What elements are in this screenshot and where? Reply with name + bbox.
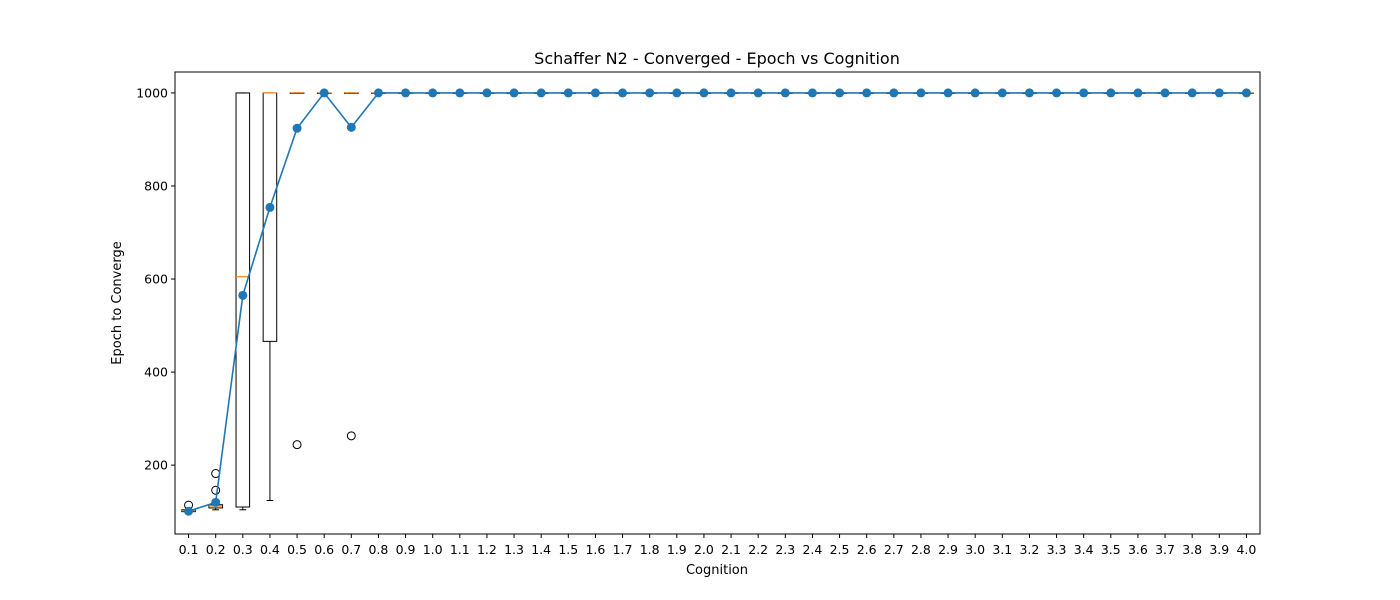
mean-point — [1187, 88, 1197, 98]
mean-point — [835, 88, 845, 98]
mean-point — [672, 88, 682, 98]
mean-point — [1160, 88, 1170, 98]
x-tick-label: 2.8 — [911, 542, 931, 557]
mean-point — [753, 88, 763, 98]
mean-point — [536, 88, 546, 98]
x-tick-label: 0.4 — [260, 542, 280, 557]
mean-point — [265, 202, 275, 212]
box — [235, 92, 251, 508]
x-tick-label: 2.9 — [938, 542, 958, 557]
x-tick-label: 3.1 — [992, 542, 1012, 557]
x-tick-label: 2.1 — [721, 542, 741, 557]
mean-point — [1133, 88, 1143, 98]
y-axis-label: Epoch to Converge — [110, 241, 125, 364]
mean-line — [188, 91, 1247, 512]
mean-point — [997, 88, 1007, 98]
outlier-point — [211, 485, 221, 495]
mean-point — [184, 506, 194, 516]
mean-point — [455, 88, 465, 98]
mean-point — [916, 88, 926, 98]
mean-point — [346, 122, 356, 132]
mean-point — [482, 88, 492, 98]
mean-point — [807, 88, 817, 98]
chart-title: Schaffer N2 - Converged - Epoch vs Cogni… — [534, 49, 900, 68]
mean-point — [1079, 88, 1089, 98]
mean-point — [1106, 88, 1116, 98]
outlier-point — [292, 440, 302, 450]
box — [262, 92, 278, 342]
x-tick-label: 1.6 — [585, 542, 605, 557]
mean-point — [1052, 88, 1062, 98]
x-tick-label: 3.3 — [1047, 542, 1067, 557]
mean-point — [211, 497, 221, 507]
x-tick-label: 1.5 — [558, 542, 578, 557]
mean-point — [373, 88, 383, 98]
x-tick-label: 3.0 — [965, 542, 985, 557]
x-tick-label: 2.7 — [884, 542, 904, 557]
mean-point — [889, 88, 899, 98]
x-tick-label: 1.8 — [640, 542, 660, 557]
x-tick-label: 1.0 — [423, 542, 443, 557]
outlier-point — [346, 431, 356, 441]
x-tick-label: 0.8 — [368, 542, 388, 557]
x-tick-label: 0.5 — [287, 542, 307, 557]
x-tick-label: 1.2 — [477, 542, 497, 557]
mean-point — [428, 88, 438, 98]
x-tick-label: 2.6 — [857, 542, 877, 557]
mean-point — [319, 88, 329, 98]
x-tick-label: 1.7 — [613, 542, 633, 557]
x-tick-label: 2.5 — [830, 542, 850, 557]
x-tick-label: 0.9 — [396, 542, 416, 557]
mean-point — [943, 88, 953, 98]
x-tick-label: 0.7 — [341, 542, 361, 557]
y-tick-label: 400 — [144, 365, 168, 380]
x-tick-label: 2.2 — [748, 542, 768, 557]
mean-point — [645, 88, 655, 98]
y-tick-label: 1000 — [136, 85, 168, 100]
x-tick-label: 0.6 — [314, 542, 334, 557]
y-tick-label: 600 — [144, 272, 168, 287]
mean-point — [509, 88, 519, 98]
x-tick-label: 4.0 — [1236, 542, 1256, 557]
x-tick-label: 0.2 — [206, 542, 226, 557]
mean-point — [292, 123, 302, 133]
x-tick-label: 3.7 — [1155, 542, 1175, 557]
mean-point — [862, 88, 872, 98]
x-tick-label: 2.3 — [775, 542, 795, 557]
mean-point — [726, 88, 736, 98]
mean-point — [1024, 88, 1034, 98]
x-tick-label: 1.4 — [531, 542, 551, 557]
mean-point — [590, 88, 600, 98]
mean-point — [563, 88, 573, 98]
x-tick-label: 3.5 — [1101, 542, 1121, 557]
x-tick-label: 2.4 — [802, 542, 822, 557]
mean-point — [1241, 88, 1251, 98]
mean-point — [401, 88, 411, 98]
x-tick-label: 0.3 — [233, 542, 253, 557]
x-tick-label: 1.3 — [504, 542, 524, 557]
x-tick-label: 3.6 — [1128, 542, 1148, 557]
x-tick-label: 2.0 — [694, 542, 714, 557]
mean-point — [238, 290, 248, 300]
y-tick-label: 200 — [144, 458, 168, 473]
mean-point — [970, 88, 980, 98]
x-tick-label: 0.1 — [179, 542, 199, 557]
x-axis-label: Cognition — [686, 563, 748, 578]
mean-point — [699, 88, 709, 98]
x-tick-label: 3.4 — [1074, 542, 1094, 557]
plot-area: 200 400 600 800 1000 0.1 0.2 0.3 0.4 0.5 0.6 0.7 0.8… — [136, 85, 1256, 557]
x-tick-label: 3.2 — [1019, 542, 1039, 557]
x-tick-label: 1.1 — [450, 542, 470, 557]
x-tick-label: 1.9 — [667, 542, 687, 557]
y-tick-label: 800 — [144, 178, 168, 193]
x-tick-label: 3.8 — [1182, 542, 1202, 557]
mean-point — [1214, 88, 1224, 98]
x-tick-label: 3.9 — [1209, 542, 1229, 557]
mean-point — [780, 88, 790, 98]
mean-point — [618, 88, 628, 98]
axes-frame — [174, 71, 1261, 535]
